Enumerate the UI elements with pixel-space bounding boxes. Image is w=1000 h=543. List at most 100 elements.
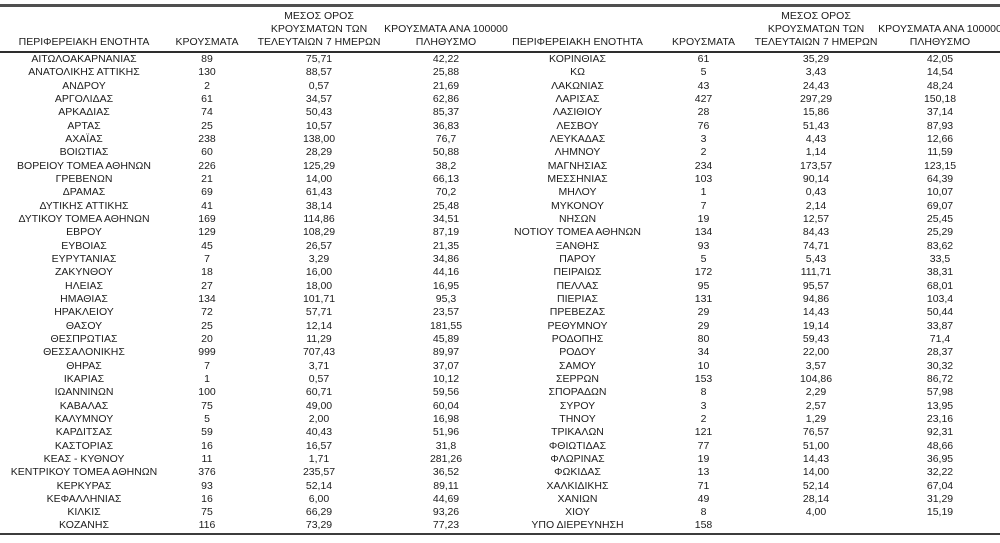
column-header-label: ΤΕΛΕΥΤΑΙΩΝ 7 ΗΜΕΡΩΝ	[754, 36, 878, 48]
region-name-cell: ΦΩΚΙΔΑΣ	[554, 466, 601, 479]
avg-7day-cell: 3,57	[805, 359, 827, 372]
per-100k-cell: 42,05	[926, 53, 954, 65]
avg-7day-cell: 74,71	[802, 239, 830, 252]
avg-7day-cell: 0,57	[308, 79, 330, 92]
per-100k-cell: 51,96	[432, 426, 460, 439]
cases-cell: 69	[201, 186, 213, 199]
region-name-cell: ΦΛΩΡΙΝΑΣ	[550, 452, 605, 465]
region-name-cell: ΔΡΑΜΑΣ	[62, 186, 106, 199]
cases-cell: 999	[198, 346, 216, 359]
cases-cell: 71	[697, 479, 710, 492]
region-name-cell: ΜΕΣΣΗΝΙΑΣ	[547, 172, 608, 185]
per-100k-cell: 89,11	[433, 479, 459, 492]
per-100k-cell: 92,31	[926, 426, 954, 439]
regional-covid-cases-report: ΠΕΡΙΦΕΡΕΙΑΚΗ ΕΝΟΤΗΤΑ ΚΡΟΥΣΜΑΤΑ ΜΕΣΟΣ ΟΡΟ…	[0, 4, 1000, 535]
cases-cell: 172	[694, 266, 713, 279]
avg-7day-cell: 28,14	[802, 492, 830, 505]
cases-cell: 158	[694, 519, 713, 532]
cases-cell: 19	[697, 452, 710, 465]
avg-7day-cell: 14,00	[305, 172, 333, 185]
region-name-cell: ΚΕΡΚΥΡΑΣ	[56, 479, 112, 492]
region-name-cell: ΚΩ	[570, 66, 585, 79]
region-name-cell: ΖΑΚΥΝΘΟΥ	[54, 266, 113, 279]
avg-7day-cell: 297,29	[799, 92, 833, 105]
per-100k-cell: 31,29	[926, 492, 954, 505]
avg-7day-cell: 173,57	[799, 159, 833, 172]
avg-7day-cell: 49,00	[305, 399, 333, 412]
cases-cell: 226	[198, 159, 216, 172]
cases-cell: 21	[201, 172, 213, 185]
per-100k-cell: 62,86	[432, 92, 460, 105]
per-100k-cell: 87,19	[432, 226, 460, 239]
per-100k-cell: 28,37	[926, 346, 954, 359]
region-name-cell: ΤΡΙΚΑΛΩΝ	[551, 426, 604, 439]
region-name-cell: ΡΟΔΟΥ	[559, 346, 596, 359]
cases-cell: 27	[201, 279, 213, 292]
region-name-cell: ΜΗΛΟΥ	[558, 186, 597, 199]
cases-cell: 74	[201, 106, 213, 119]
column-header-per-100k-left: ΚΡΟΥΣΜΑΤΑ ΑΝΑ 100000 ΠΛΗΘΥΣΜΟ	[384, 7, 508, 53]
avg-7day-cell: 95,57	[802, 279, 830, 292]
column-header-label: ΠΛΗΘΥΣΜΟ	[909, 36, 971, 48]
per-100k-cell: 10,07	[926, 186, 954, 199]
region-name-cell: ΑΧΑΪΑΣ	[65, 132, 103, 145]
cases-cell: 29	[697, 306, 710, 319]
per-100k-cell: 57,98	[926, 386, 954, 399]
per-100k-cell: 50,44	[926, 306, 954, 319]
column-header-cases-right: ΚΡΟΥΣΜΑΤΑ	[655, 7, 752, 53]
column-header-label: ΚΡΟΥΣΜΑΤΑ	[672, 36, 735, 48]
region-name-cell: ΚΕΑΣ - ΚΥΘΝΟΥ	[43, 452, 125, 465]
cases-cell: 20	[201, 332, 213, 345]
column-header-cases-left: ΚΡΟΥΣΜΑΤΑ	[168, 7, 246, 53]
region-name-cell: ΑΡΓΟΛΙΔΑΣ	[54, 92, 114, 105]
cases-cell: 1	[700, 186, 707, 199]
per-100k-cell: 32,22	[926, 466, 954, 479]
region-name-cell: ΕΥΒΟΙΑΣ	[61, 239, 107, 252]
cases-cell: 75	[201, 506, 213, 519]
region-name-cell: ΡΟΔΟΠΗΣ	[551, 332, 604, 345]
avg-7day-cell: 4,43	[805, 132, 827, 145]
per-100k-cell: 11,59	[927, 146, 953, 159]
region-name-cell: ΜΥΚΟΝΟΥ	[550, 199, 604, 212]
column-header-label: ΤΕΛΕΥΤΑΙΩΝ 7 ΗΜΕΡΩΝ	[257, 36, 381, 48]
cases-cell: 19	[697, 212, 710, 225]
region-name-cell: ΘΑΣΟΥ	[65, 319, 103, 332]
per-100k-cell: 37,07	[432, 359, 460, 372]
avg-7day-cell: 108,29	[302, 226, 336, 239]
cases-cell: 8	[700, 386, 707, 399]
region-name-cell: ΤΗΝΟΥ	[559, 412, 596, 425]
per-100k-cell: 48,66	[926, 439, 954, 452]
avg-7day-cell: 51,43	[802, 119, 830, 132]
avg-7day-cell: 73,29	[305, 519, 333, 532]
region-name-cell: ΚΕΝΤΡΙΚΟΥ ΤΟΜΕΑ ΑΘΗΝΩΝ	[10, 466, 158, 479]
avg-7day-cell: 60,71	[305, 386, 333, 399]
cases-cell: 28	[697, 106, 710, 119]
per-100k-cell: 181,55	[429, 319, 463, 332]
cases-cell: 2	[700, 412, 707, 425]
cases-cell: 77	[697, 439, 710, 452]
cases-cell: 89	[201, 53, 213, 65]
cases-cell: 1	[204, 372, 210, 385]
per-100k-cell: 34,51	[432, 212, 460, 225]
avg-7day-cell: 0,57	[308, 372, 330, 385]
column-header-avg-7day-right: ΜΕΣΟΣ ΟΡΟΣ ΚΡΟΥΣΜΑΤΩΝ ΤΩΝ ΤΕΛΕΥΤΑΙΩΝ 7 Η…	[752, 7, 880, 53]
cases-cell: 427	[694, 92, 713, 105]
column-header-label: ΚΡΟΥΣΜΑΤΑ ΑΝΑ 100000	[878, 23, 1000, 35]
region-name-cell: ΚΟΡΙΝΘΙΑΣ	[549, 53, 606, 65]
column-header-label: ΚΡΟΥΣΜΑΤΩΝ ΤΩΝ	[270, 23, 368, 35]
per-100k-cell: 16,98	[432, 412, 460, 425]
per-100k-cell: 23,57	[432, 306, 460, 319]
avg-7day-cell: 125,29	[302, 159, 336, 172]
per-100k-cell: 76,7	[435, 132, 457, 145]
cases-cell: 130	[198, 66, 216, 79]
cases-cell: 153	[694, 372, 713, 385]
region-name-cell: ΣΕΡΡΩΝ	[556, 372, 599, 385]
avg-7day-cell: 104,86	[799, 372, 833, 385]
region-name-cell: ΞΑΝΘΗΣ	[555, 239, 600, 252]
avg-7day-cell: 50,43	[305, 106, 333, 119]
column-header-label: ΜΕΣΟΣ ΟΡΟΣ	[781, 10, 851, 22]
per-100k-cell: 23,16	[926, 412, 954, 425]
avg-7day-cell: 61,43	[305, 186, 333, 199]
per-100k-cell: 93,26	[432, 506, 460, 519]
avg-7day-cell: 10,57	[305, 119, 333, 132]
